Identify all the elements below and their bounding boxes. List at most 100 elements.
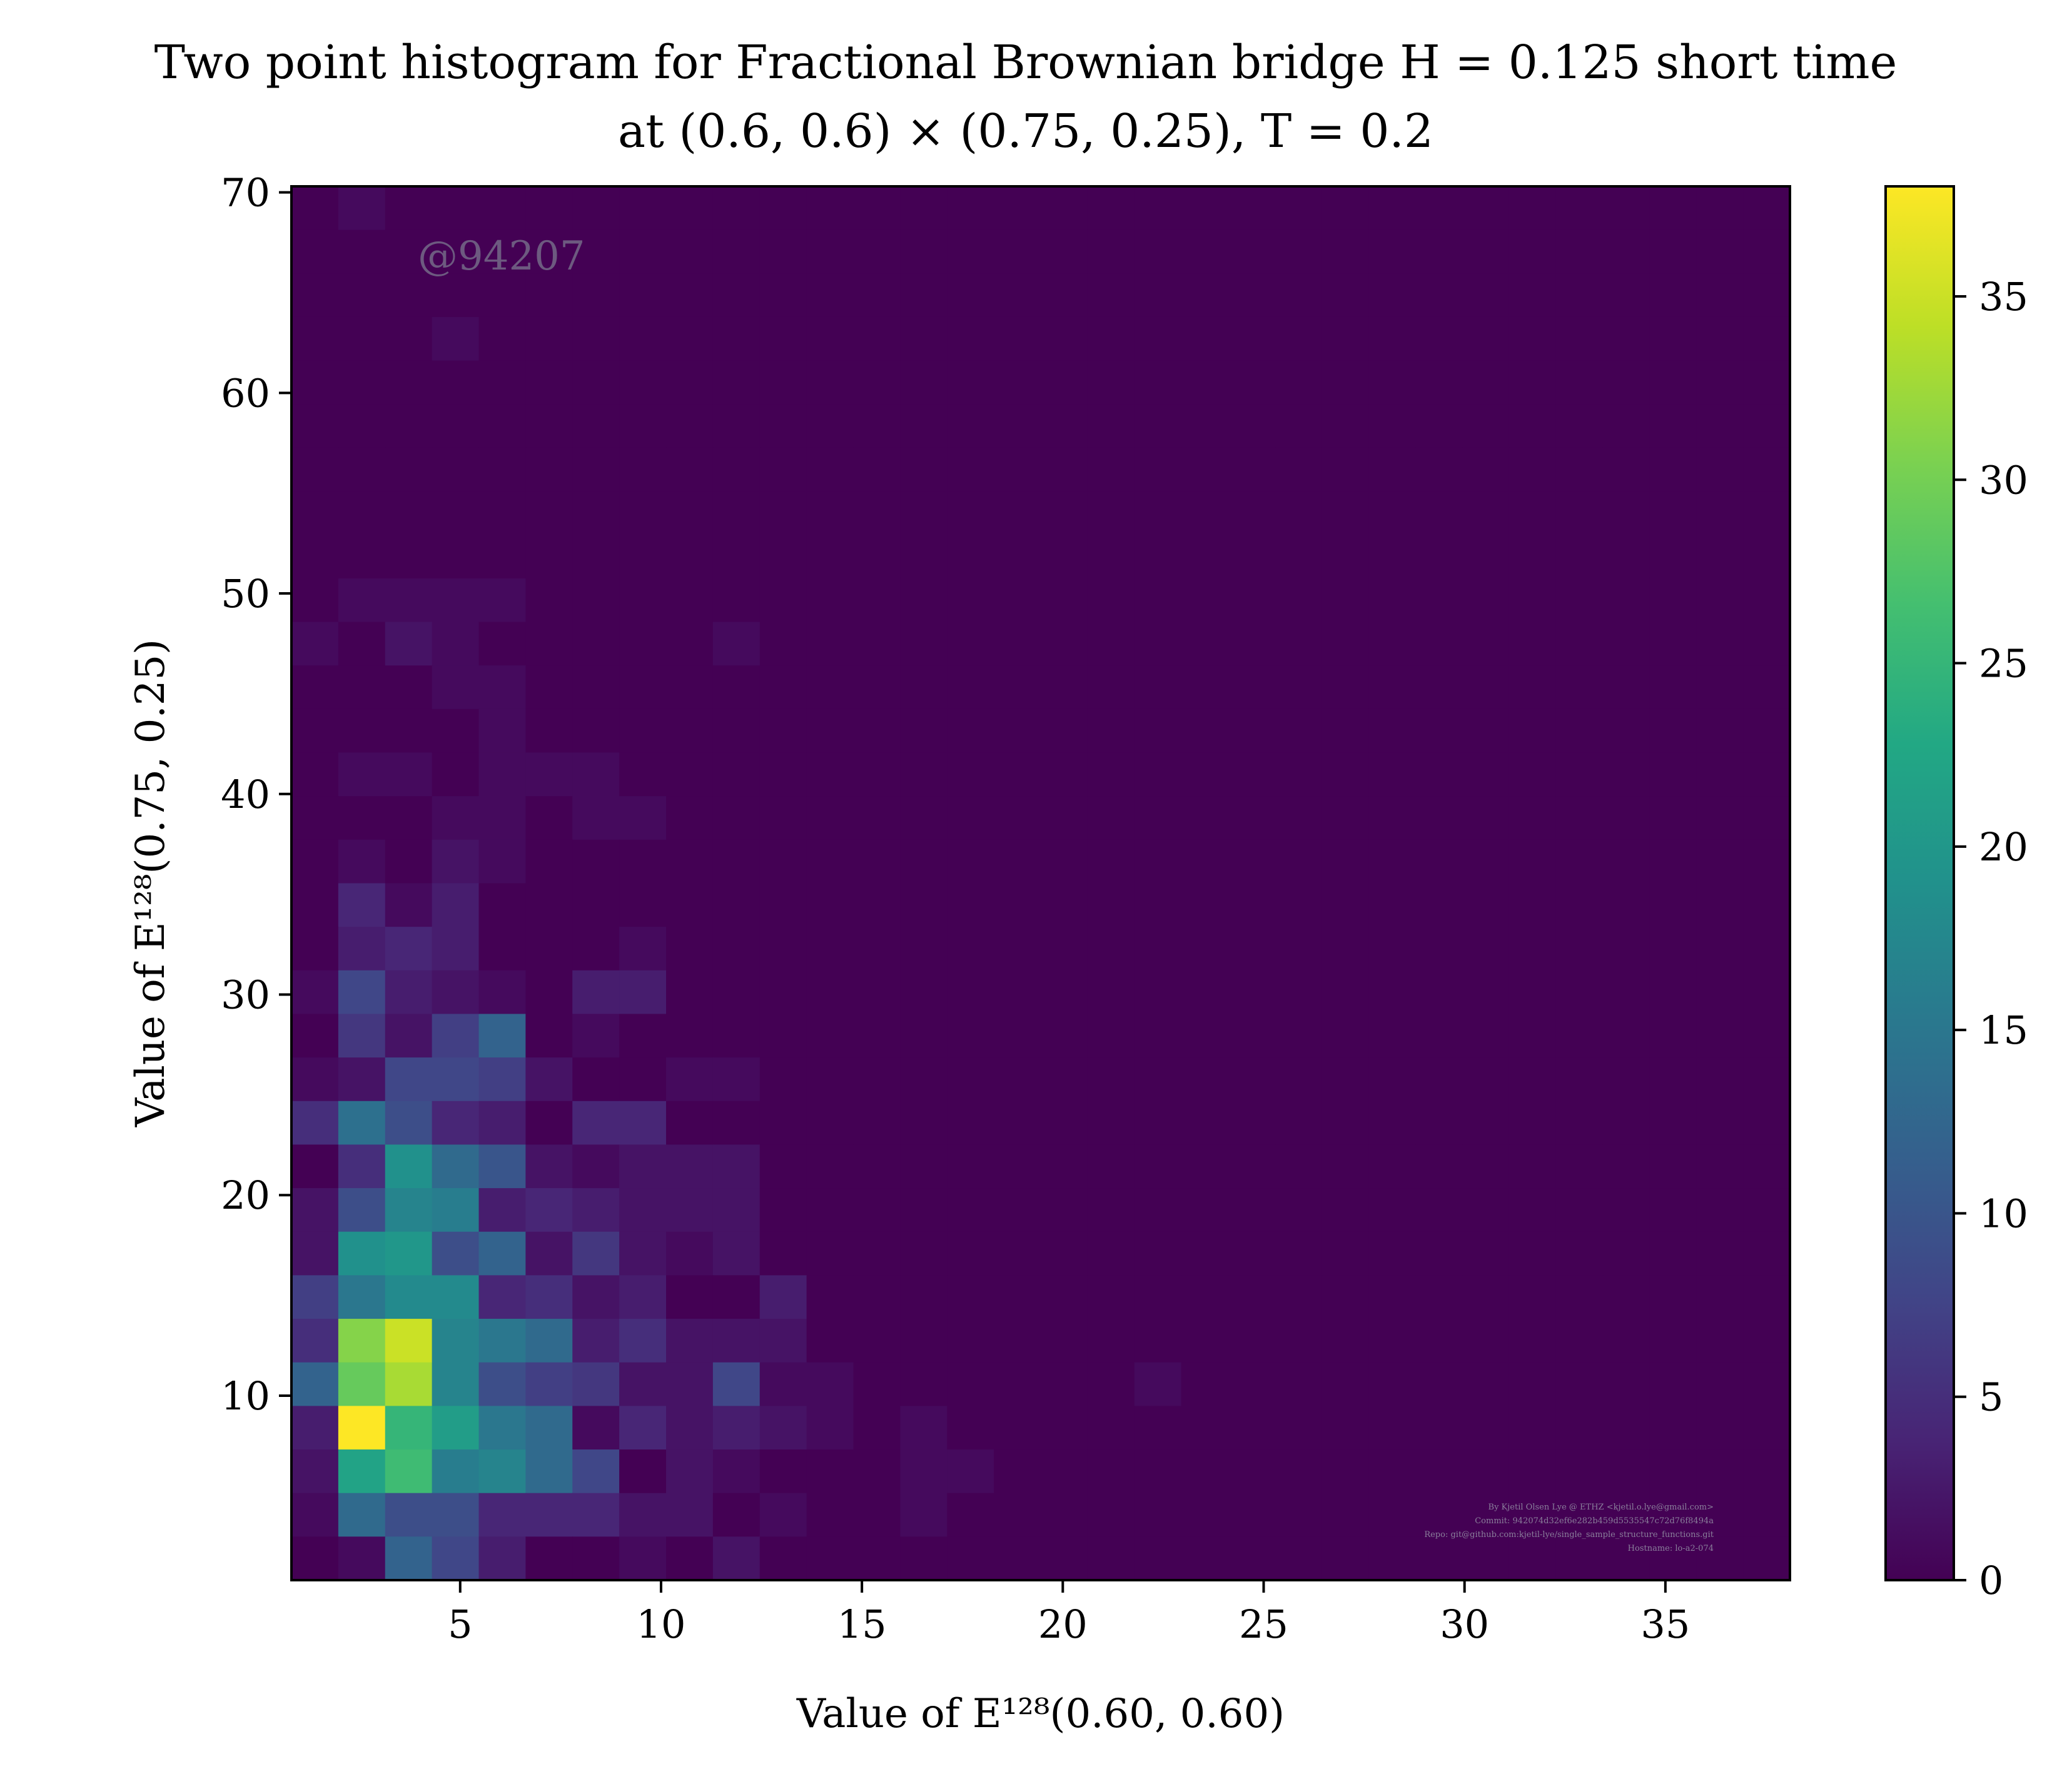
heatmap-cell (712, 1362, 761, 1407)
heatmap-cell (1602, 1057, 1650, 1102)
heatmap-cell (759, 970, 807, 1015)
colorbar-tick-label: 35 (1979, 274, 2028, 320)
heatmap-cell (1649, 752, 1697, 797)
credit-line: By Kjetil Olsen Lye @ ETHZ <kjetil.o.lye… (1488, 1503, 1714, 1512)
heatmap-cell (1368, 535, 1416, 579)
heatmap-cell (994, 1144, 1041, 1189)
heatmap-cell (1228, 186, 1276, 231)
heatmap-cell (572, 665, 620, 710)
heatmap-cell (385, 708, 433, 753)
heatmap-cell (525, 447, 574, 492)
heatmap-cell (1415, 1231, 1463, 1276)
heatmap-cell (806, 1449, 854, 1494)
x-tick-label: 20 (1038, 1601, 1088, 1647)
heatmap-cell (806, 404, 854, 448)
heatmap-cell (1322, 1231, 1369, 1276)
heatmap-cell (1041, 447, 1088, 492)
heatmap-cell (385, 622, 433, 667)
heatmap-cell (1322, 1275, 1369, 1319)
heatmap-cell (853, 360, 901, 405)
heatmap-cell (1181, 1319, 1229, 1363)
heatmap-cell (1602, 796, 1650, 840)
y-tick-label: 40 (221, 772, 270, 817)
heatmap-cell (1087, 1144, 1135, 1189)
heatmap-cell (619, 665, 667, 710)
heatmap-cell (1134, 1449, 1182, 1494)
heatmap-cell (1602, 186, 1650, 231)
heatmap-cell (1041, 316, 1088, 361)
heatmap-cell (1322, 708, 1369, 753)
heatmap-cell (947, 752, 994, 797)
heatmap-cell (1275, 404, 1323, 448)
heatmap-cell (1649, 316, 1697, 361)
heatmap-cell (806, 1362, 854, 1407)
heatmap-cell (1041, 229, 1088, 275)
heatmap-cell (1602, 535, 1650, 579)
heatmap-cell (1509, 796, 1557, 840)
heatmap-cell (1181, 229, 1229, 275)
heatmap-cell (1041, 1362, 1088, 1407)
heatmap-cell (806, 1231, 854, 1276)
heatmap-cell (666, 752, 714, 797)
heatmap-cell (1087, 708, 1135, 753)
heatmap-cell (1368, 229, 1416, 275)
heatmap-cell (994, 970, 1041, 1015)
heatmap-cell (947, 970, 994, 1015)
heatmap-cell (1415, 229, 1463, 275)
heatmap-cell (1743, 1449, 1791, 1494)
heatmap-cell (525, 1319, 574, 1363)
heatmap-cell (1181, 883, 1229, 927)
heatmap-cell (1041, 622, 1088, 667)
heatmap-cell (1134, 186, 1182, 231)
heatmap-cell (1368, 186, 1416, 231)
heatmap-cell (1322, 1406, 1369, 1450)
credit-line: Repo: git@github.com:kjetil-lye/single_s… (1424, 1530, 1714, 1540)
heatmap-cell (1743, 360, 1791, 405)
heatmap-cell (478, 752, 527, 797)
heatmap-cell (1602, 273, 1650, 318)
heatmap-cell (1415, 578, 1463, 623)
heatmap-cell (1368, 1536, 1416, 1581)
heatmap-cell (619, 1057, 667, 1102)
heatmap-cell (338, 1319, 386, 1363)
heatmap-cell (338, 839, 386, 884)
heatmap-cell (1041, 186, 1088, 231)
heatmap-cell (1322, 1188, 1369, 1232)
heatmap-cell (338, 1362, 386, 1407)
heatmap-cell (1509, 1536, 1557, 1581)
heatmap-cell (712, 186, 761, 231)
heatmap-cell (900, 970, 948, 1015)
heatmap-cell (1509, 273, 1557, 318)
heatmap-cell (1555, 273, 1604, 318)
heatmap-cell (478, 404, 527, 448)
heatmap-cell (1555, 491, 1604, 536)
heatmap-cell (853, 752, 901, 797)
heatmap-cell (900, 1231, 948, 1276)
heatmap-cell (432, 404, 480, 448)
colorbar-tick-label: 20 (1979, 824, 2028, 870)
heatmap-cell (712, 535, 761, 579)
heatmap-cell (1602, 752, 1650, 797)
heatmap-cell (1275, 622, 1323, 667)
heatmap-cell (712, 1057, 761, 1102)
heatmap-cell (994, 708, 1041, 753)
heatmap-cell (572, 1101, 620, 1146)
heatmap-cell (666, 970, 714, 1015)
heatmap-cell (666, 1275, 714, 1319)
heatmap-cell (1134, 970, 1182, 1015)
heatmap-cell (759, 447, 807, 492)
heatmap-cell (1275, 229, 1323, 275)
heatmap-cell (1087, 665, 1135, 710)
heatmap-cell (1602, 665, 1650, 710)
heatmap-cell (947, 1275, 994, 1319)
heatmap-cell (853, 622, 901, 667)
heatmap-cell (900, 1275, 948, 1319)
heatmap-cell (1415, 752, 1463, 797)
heatmap-cell (525, 404, 574, 448)
heatmap-cell (1368, 1144, 1416, 1189)
heatmap-cell (1368, 1319, 1416, 1363)
heatmap-cell (806, 927, 854, 971)
heatmap-cell (1181, 1493, 1229, 1538)
heatmap-cell (1696, 752, 1744, 797)
